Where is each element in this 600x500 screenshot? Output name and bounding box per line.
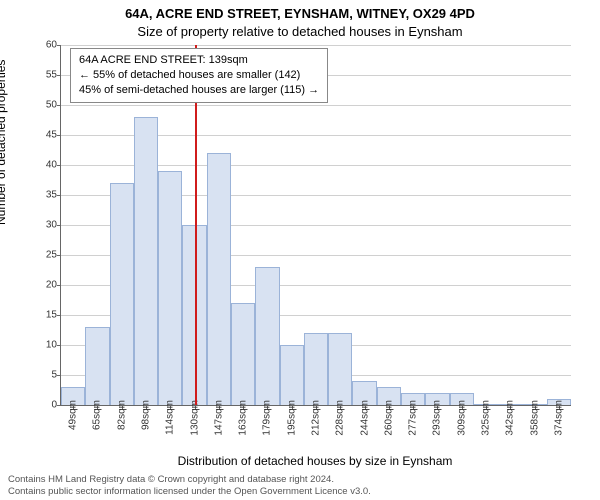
x-tick-label: 277sqm [408,400,419,436]
footer-line1: Contains HM Land Registry data © Crown c… [8,474,592,486]
x-tick-label: 114sqm [165,400,176,435]
x-tick-label: 374sqm [553,400,564,436]
x-tick-label: 325sqm [481,400,492,436]
gridline [61,45,571,46]
y-tick-mark [57,255,61,256]
x-tick-label: 228sqm [335,400,346,436]
y-tick-label: 45 [33,130,57,141]
histogram-bar [158,171,182,405]
footer-line2: Contains public sector information licen… [8,486,592,498]
histogram-bar [85,327,109,405]
x-tick-label: 358sqm [529,400,540,436]
y-tick-mark [57,375,61,376]
annotation-box: 64A ACRE END STREET: 139sqm ← 55% of det… [70,48,328,103]
y-tick-mark [57,135,61,136]
x-tick-label: 212sqm [311,400,322,436]
y-tick-mark [57,285,61,286]
x-tick-label: 260sqm [383,400,394,436]
y-tick-label: 15 [33,310,57,321]
y-tick-label: 30 [33,220,57,231]
y-tick-label: 40 [33,160,57,171]
annotation-line1: 64A ACRE END STREET: 139sqm [79,53,319,68]
footer-attribution: Contains HM Land Registry data © Crown c… [8,474,592,498]
y-tick-label: 25 [33,250,57,261]
y-tick-label: 10 [33,340,57,351]
y-tick-label: 5 [33,370,57,381]
histogram-bar [304,333,328,405]
y-tick-mark [57,165,61,166]
y-tick-mark [57,45,61,46]
y-tick-label: 55 [33,70,57,81]
y-tick-mark [57,405,61,406]
histogram-bar [280,345,304,405]
y-tick-label: 60 [33,40,57,51]
x-tick-label: 342sqm [505,400,516,436]
x-tick-label: 98sqm [141,400,152,430]
histogram-bar [110,183,134,405]
x-tick-label: 244sqm [359,400,370,436]
x-tick-label: 309sqm [456,400,467,436]
y-tick-label: 50 [33,100,57,111]
x-axis-label: Distribution of detached houses by size … [60,454,570,468]
y-tick-label: 35 [33,190,57,201]
histogram-bar [328,333,352,405]
x-tick-label: 130sqm [189,400,200,436]
y-tick-label: 0 [33,400,57,411]
annotation-line3: 45% of semi-detached houses are larger (… [79,83,319,98]
y-tick-mark [57,105,61,106]
y-tick-mark [57,75,61,76]
x-tick-label: 82sqm [116,400,127,430]
y-tick-mark [57,315,61,316]
x-tick-label: 147sqm [213,400,224,436]
gridline [61,105,571,106]
histogram-bar [207,153,231,405]
y-tick-label: 20 [33,280,57,291]
chart-title-line1: 64A, ACRE END STREET, EYNSHAM, WITNEY, O… [0,6,600,21]
y-tick-mark [57,345,61,346]
x-tick-label: 195sqm [286,400,297,436]
y-axis-label: Number of detached properties [0,60,8,225]
y-tick-mark [57,195,61,196]
chart-title-line2: Size of property relative to detached ho… [0,24,600,39]
x-tick-label: 65sqm [92,400,103,430]
x-tick-label: 163sqm [238,400,249,436]
x-tick-label: 49sqm [68,400,79,430]
y-tick-mark [57,225,61,226]
x-tick-label: 293sqm [432,400,443,436]
histogram-bar [231,303,255,405]
x-tick-label: 179sqm [262,400,273,436]
histogram-bar [134,117,158,405]
annotation-line2: ← 55% of detached houses are smaller (14… [79,68,319,83]
histogram-bar [255,267,279,405]
